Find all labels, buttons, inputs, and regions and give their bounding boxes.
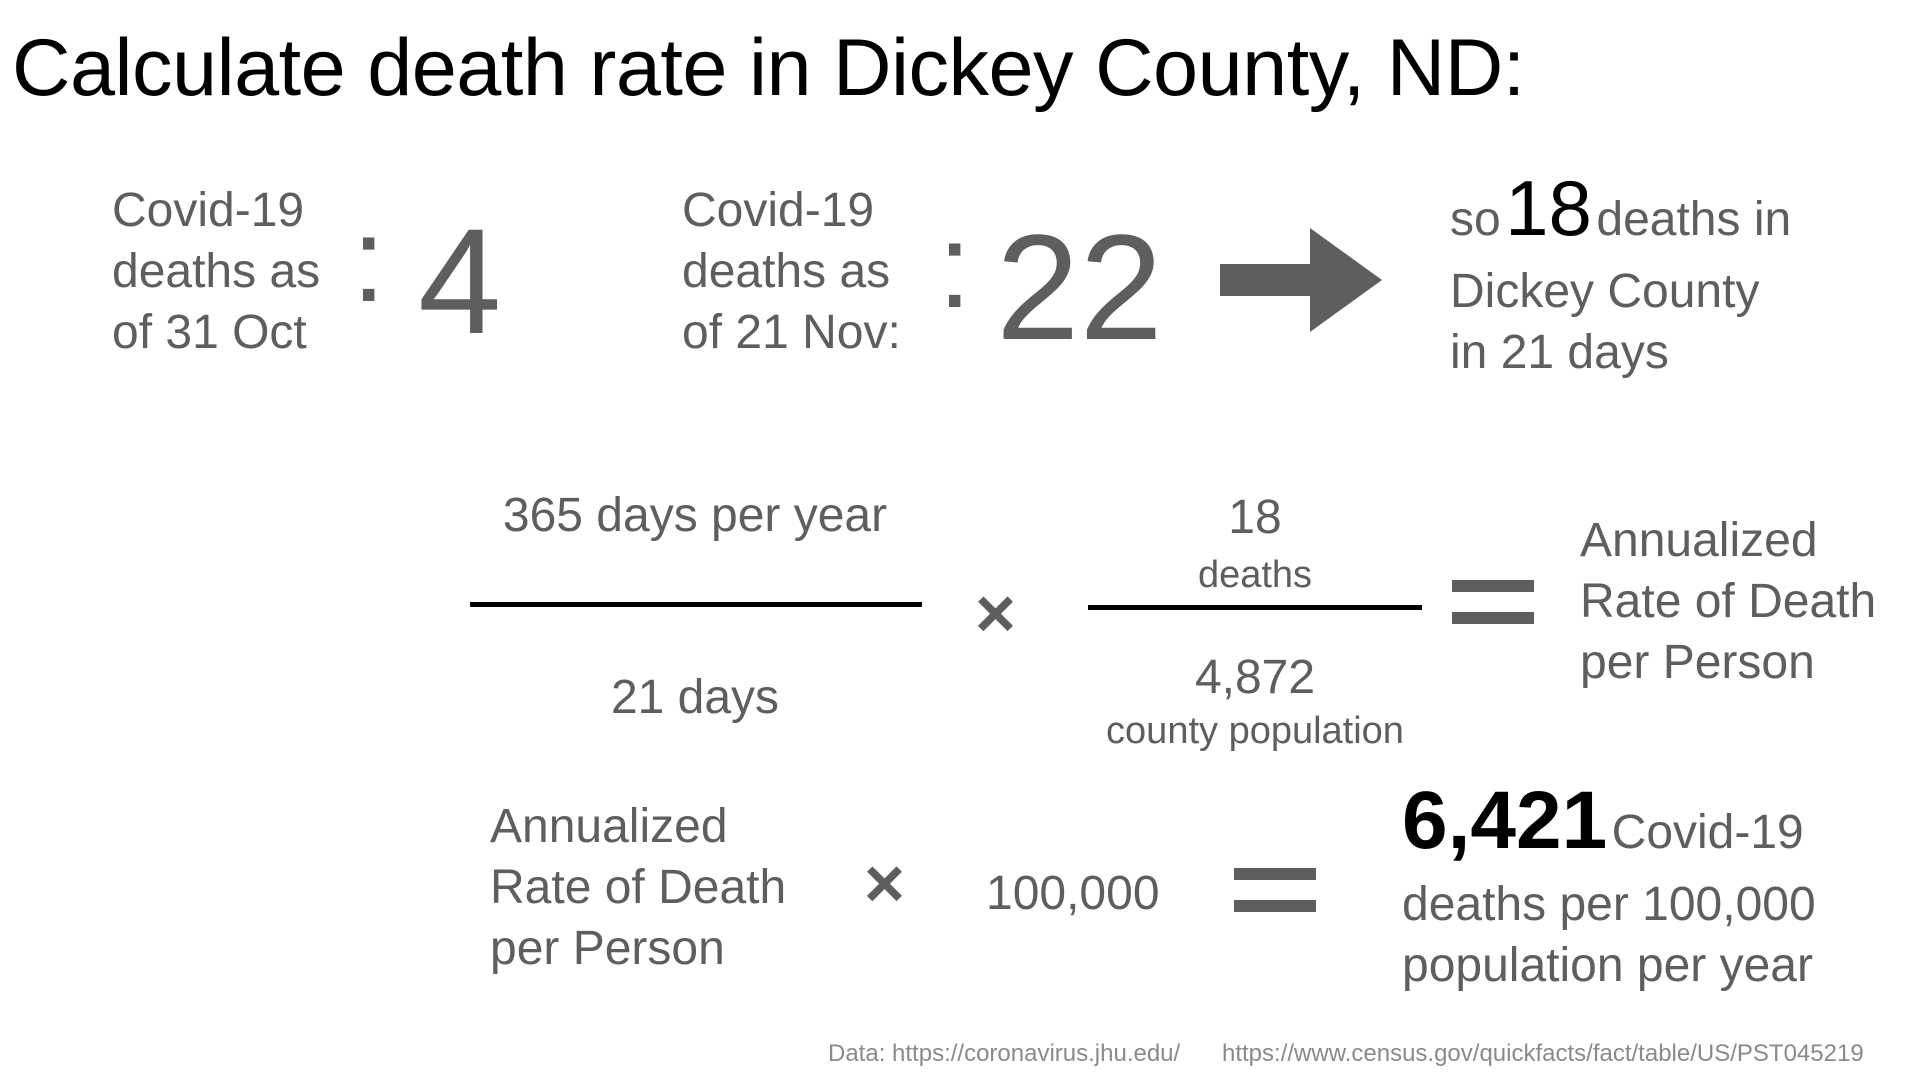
- oct-label-line-3: of 31 Oct: [112, 306, 307, 359]
- nov-deaths-value: 22: [996, 203, 1163, 371]
- fraction1-denominator: 21 days: [610, 671, 780, 724]
- multiplier-value: 100,000: [986, 867, 1160, 920]
- oct-deaths-value: 4: [418, 197, 502, 365]
- fraction2-numerator-unit: deaths: [1197, 554, 1313, 596]
- annualized-result-line-1: Annualized: [1580, 514, 1818, 567]
- fraction2-denominator-value: 4,872: [1194, 651, 1316, 704]
- interval-result-suffix: deaths in: [1596, 193, 1792, 246]
- final-result-line-2: deaths per 100,000: [1402, 878, 1816, 931]
- fraction1-numerator: 365 days per year: [502, 489, 888, 542]
- interval-deaths-result: so 18 deaths in Dickey County in 21 days: [1450, 169, 1792, 383]
- times-icon: ×: [975, 574, 1016, 652]
- annualized-result-line-3: per Person: [1580, 636, 1815, 689]
- fraction2-denominator-unit: county population: [1106, 710, 1404, 752]
- final-death-rate-value: 6,421: [1402, 775, 1608, 866]
- oct-colon: :: [352, 193, 386, 327]
- oct-label-line-2: deaths as: [112, 245, 321, 298]
- source-jhu: Data: https://coronavirus.jhu.edu/: [828, 1040, 1181, 1067]
- annualized-rate-label: Annualized Rate of Death per Person: [490, 796, 786, 979]
- nov-label-line-3: of 21 Nov:: [682, 306, 901, 359]
- fraction1-line: [470, 602, 922, 607]
- nov-deaths-label: Covid-19 deaths as of 21 Nov:: [682, 180, 901, 363]
- interval-result-line-2: Dickey County: [1450, 265, 1760, 318]
- final-death-rate-result: 6,421 Covid-19 deaths per 100,000 popula…: [1402, 780, 1816, 996]
- equals-icon-2: [1234, 868, 1316, 914]
- rate-label-line-1: Annualized: [490, 800, 728, 853]
- oct-label-line-1: Covid-19: [112, 184, 305, 237]
- annualized-rate-result: Annualized Rate of Death per Person: [1580, 510, 1876, 693]
- oct-deaths-label: Covid-19 deaths as of 31 Oct: [112, 180, 320, 363]
- nov-label-line-1: Covid-19: [682, 184, 875, 237]
- interval-result-prefix: so: [1450, 193, 1501, 246]
- rate-label-line-2: Rate of Death: [490, 861, 787, 914]
- page-title: Calculate death rate in Dickey County, N…: [12, 23, 1525, 113]
- right-arrow-icon: [1220, 228, 1382, 332]
- interval-result-line-3: in 21 days: [1450, 326, 1669, 379]
- rate-label-line-3: per Person: [490, 922, 725, 975]
- final-result-line-1: 6,421 Covid-19: [1402, 780, 1816, 874]
- equals-icon: [1452, 580, 1534, 626]
- final-result-suffix: Covid-19: [1611, 806, 1804, 859]
- times-icon-2: ×: [864, 844, 905, 922]
- interval-deaths-value: 18: [1505, 164, 1592, 252]
- final-result-line-3: population per year: [1402, 939, 1813, 992]
- annualized-result-line-2: Rate of Death: [1580, 575, 1877, 628]
- interval-result-line-1: so 18 deaths in: [1450, 169, 1792, 261]
- source-census: https://www.census.gov/quickfacts/fact/t…: [1222, 1040, 1864, 1067]
- nov-colon: :: [938, 199, 972, 333]
- fraction2-numerator-value: 18: [1228, 491, 1282, 544]
- nov-label-line-2: deaths as: [682, 245, 891, 298]
- fraction2-line: [1088, 605, 1422, 610]
